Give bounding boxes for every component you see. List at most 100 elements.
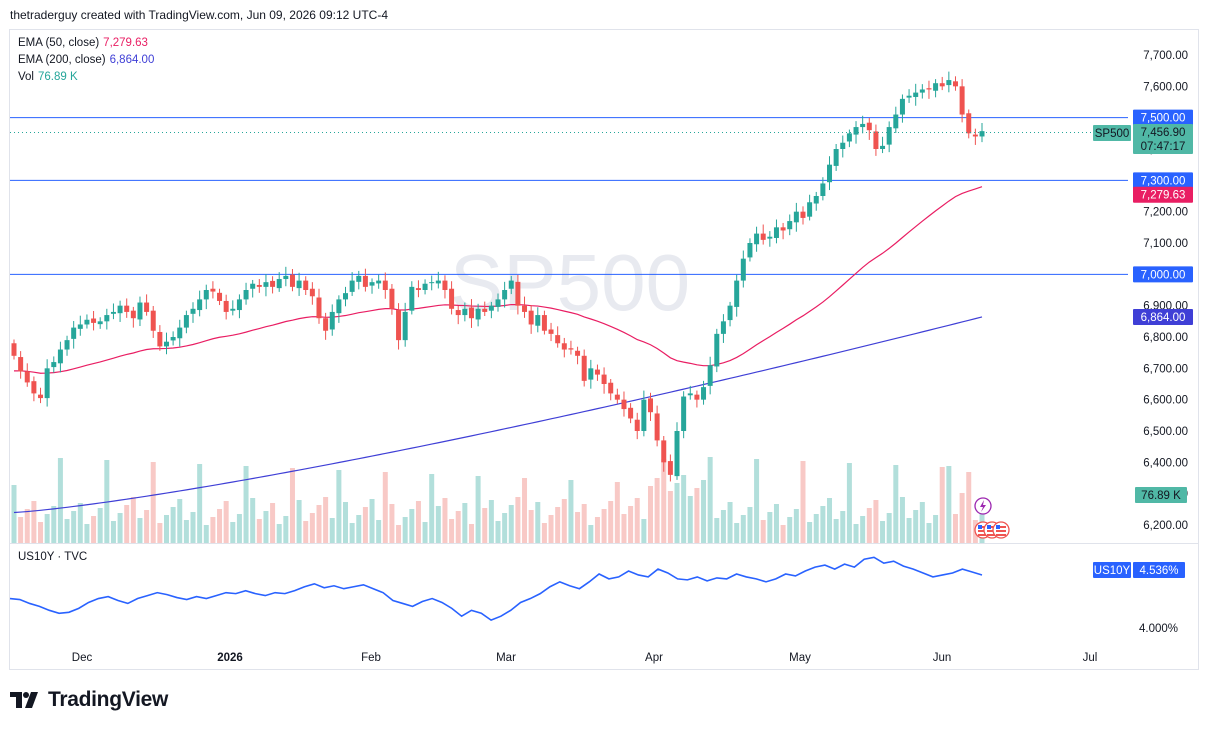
candle[interactable] — [714, 328, 720, 373]
candle[interactable] — [919, 84, 925, 99]
candle[interactable] — [813, 191, 819, 211]
candle[interactable] — [283, 266, 289, 287]
candle[interactable] — [767, 231, 773, 247]
candle[interactable] — [203, 284, 209, 310]
candle[interactable] — [263, 274, 269, 297]
candle[interactable] — [170, 331, 176, 346]
candle[interactable] — [449, 281, 455, 315]
candle[interactable] — [362, 268, 368, 292]
candle[interactable] — [966, 109, 972, 139]
legend-volume[interactable]: Vol 76.89 K — [18, 69, 154, 86]
candle[interactable] — [382, 272, 388, 299]
candle[interactable] — [296, 272, 302, 296]
candle[interactable] — [933, 79, 939, 98]
candle[interactable] — [959, 79, 965, 123]
candle[interactable] — [541, 310, 547, 335]
candle[interactable] — [230, 300, 236, 316]
candle[interactable] — [634, 412, 640, 440]
candle[interactable] — [780, 222, 786, 240]
candle[interactable] — [11, 339, 17, 360]
candle[interactable] — [462, 302, 468, 322]
candle[interactable] — [972, 128, 978, 145]
candle[interactable] — [906, 89, 912, 103]
candle[interactable] — [846, 129, 852, 148]
candle[interactable] — [429, 275, 435, 291]
candle[interactable] — [455, 305, 461, 325]
candle[interactable] — [502, 281, 508, 308]
candle[interactable] — [130, 306, 136, 328]
candle[interactable] — [356, 270, 362, 290]
candle[interactable] — [926, 80, 932, 99]
candle[interactable] — [303, 276, 309, 296]
ema200-line[interactable] — [13, 316, 983, 514]
candle[interactable] — [24, 363, 30, 387]
candle[interactable] — [183, 310, 189, 334]
candle[interactable] — [144, 294, 150, 316]
candle[interactable] — [409, 281, 415, 315]
candle[interactable] — [853, 121, 859, 144]
candle[interactable] — [899, 94, 905, 123]
candle[interactable] — [475, 303, 481, 327]
legend-ema50[interactable]: EMA (50, close) 7,279.63 — [18, 35, 154, 52]
candle[interactable] — [38, 387, 44, 404]
candle[interactable] — [588, 359, 594, 389]
candle[interactable] — [661, 436, 667, 472]
candle[interactable] — [415, 280, 421, 298]
candle[interactable] — [177, 319, 183, 347]
candle[interactable] — [913, 83, 919, 106]
candle[interactable] — [316, 288, 322, 324]
candle[interactable] — [594, 364, 600, 381]
candle[interactable] — [329, 304, 335, 336]
candle[interactable] — [701, 380, 707, 405]
candle[interactable] — [309, 282, 315, 305]
us10y-line[interactable] — [9, 556, 983, 622]
candle[interactable] — [104, 308, 110, 330]
candle[interactable] — [110, 303, 116, 320]
candle[interactable] — [389, 284, 395, 315]
candle[interactable] — [873, 124, 879, 156]
candle[interactable] — [886, 121, 892, 153]
candle[interactable] — [396, 303, 402, 350]
lightning-event-icon[interactable] — [974, 497, 992, 515]
candle[interactable] — [91, 310, 97, 331]
candle[interactable] — [376, 274, 382, 289]
candle[interactable] — [124, 298, 130, 318]
legend-ema200[interactable]: EMA (200, close) 6,864.00 — [18, 52, 154, 69]
candle[interactable] — [860, 115, 866, 134]
candle[interactable] — [893, 106, 899, 134]
candle[interactable] — [117, 300, 123, 322]
candle[interactable] — [939, 76, 945, 91]
candle[interactable] — [236, 294, 242, 319]
candle[interactable] — [71, 321, 77, 349]
candle[interactable] — [349, 272, 355, 296]
candle[interactable] — [608, 378, 614, 401]
candle[interactable] — [535, 307, 541, 333]
candle[interactable] — [952, 76, 958, 91]
candle[interactable] — [614, 388, 620, 404]
candle[interactable] — [581, 349, 587, 387]
candle[interactable] — [336, 295, 342, 323]
candle[interactable] — [681, 391, 687, 439]
candle[interactable] — [323, 312, 329, 340]
candle[interactable] — [787, 214, 793, 236]
candle[interactable] — [575, 346, 581, 365]
candle[interactable] — [256, 279, 262, 293]
candle[interactable] — [740, 250, 746, 288]
candle[interactable] — [197, 290, 203, 317]
candle[interactable] — [270, 276, 276, 294]
candle[interactable] — [44, 359, 50, 407]
candle[interactable] — [190, 302, 196, 323]
candle[interactable] — [210, 281, 216, 299]
candle[interactable] — [754, 226, 760, 252]
candle[interactable] — [654, 405, 660, 447]
candle[interactable] — [674, 422, 680, 480]
candle[interactable] — [827, 156, 833, 191]
candle[interactable] — [18, 351, 24, 379]
candle[interactable] — [747, 238, 753, 262]
candle[interactable] — [488, 301, 494, 319]
candle[interactable] — [57, 341, 63, 373]
candle[interactable] — [720, 314, 726, 343]
candle[interactable] — [137, 296, 143, 327]
candle[interactable] — [276, 272, 282, 292]
